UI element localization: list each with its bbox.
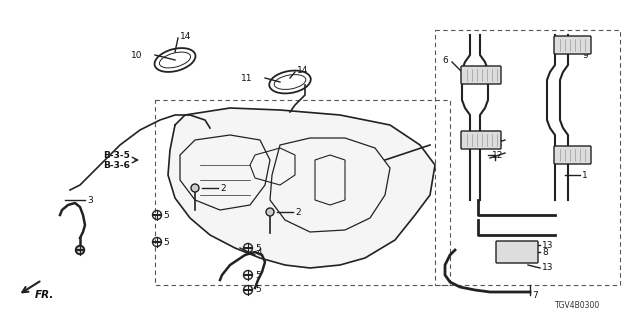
Text: 8: 8 [542,247,548,257]
Text: 5: 5 [255,244,260,252]
Text: 9: 9 [582,51,588,60]
Text: 1: 1 [582,41,588,50]
FancyBboxPatch shape [554,146,591,164]
Text: TGV4B0300: TGV4B0300 [555,301,600,310]
Text: 5: 5 [255,270,260,279]
Text: 2: 2 [220,183,226,193]
Circle shape [76,246,84,254]
FancyBboxPatch shape [461,66,501,84]
Text: 14: 14 [297,66,308,75]
FancyBboxPatch shape [461,131,501,149]
Polygon shape [168,108,435,268]
Text: B-3-6: B-3-6 [103,161,130,170]
FancyBboxPatch shape [554,36,591,54]
Text: 5: 5 [163,211,169,220]
Text: 12: 12 [492,138,504,147]
Text: 13: 13 [542,263,554,273]
Text: 2: 2 [295,207,301,217]
Text: 10: 10 [131,51,142,60]
Text: 1: 1 [582,171,588,180]
Text: 5: 5 [163,237,169,246]
Text: 6: 6 [442,55,448,65]
Circle shape [191,184,199,192]
Circle shape [266,208,274,216]
Text: 12: 12 [492,150,504,159]
Text: 7: 7 [532,291,538,300]
Text: FR.: FR. [35,290,54,300]
Text: B-3-5: B-3-5 [103,150,130,159]
Text: 13: 13 [542,241,554,250]
Text: 4: 4 [257,247,262,257]
Text: 9: 9 [582,150,588,159]
Text: 3: 3 [87,196,93,204]
FancyBboxPatch shape [496,241,538,263]
Text: 5: 5 [255,285,260,294]
Text: 14: 14 [180,31,191,41]
Text: 11: 11 [241,74,252,83]
